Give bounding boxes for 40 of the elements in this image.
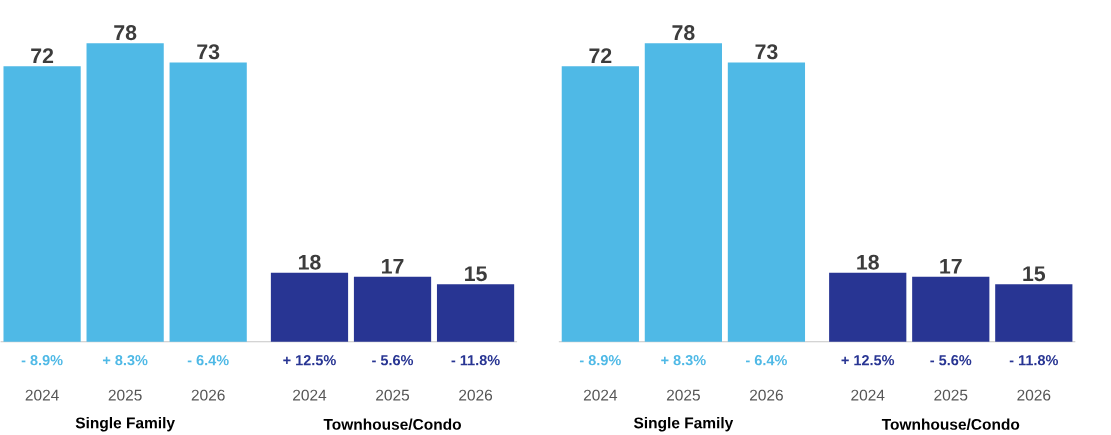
data-label: 17 <box>382 258 404 274</box>
text: + 12.5% <box>841 355 895 366</box>
text: - 11.8% <box>451 355 500 366</box>
text: - 6.4% <box>746 355 787 366</box>
text: - 5.6% <box>372 355 414 366</box>
text: - 5.6% <box>930 355 972 366</box>
x-tick-label: 2025 <box>666 389 700 401</box>
data-label: 72 <box>589 48 612 64</box>
data-label: 18 <box>857 254 879 270</box>
text: - 8.9% <box>21 355 63 366</box>
text: Single Family <box>75 417 175 432</box>
text: Single Family <box>633 417 734 432</box>
text: - 11.8% <box>1009 355 1059 366</box>
text: + 12.5% <box>283 355 336 366</box>
x-tick-label: 2025 <box>376 389 410 401</box>
x-tick-label: 2026 <box>749 389 783 401</box>
data-label: 15 <box>1023 266 1046 282</box>
data-label: 78 <box>114 25 137 41</box>
data-label: 78 <box>672 25 695 41</box>
x-tick-label: 2024 <box>583 389 618 401</box>
x-tick-label: 2025 <box>108 389 142 401</box>
x-tick-label: 2026 <box>1017 389 1051 401</box>
text: Townhouse/Condo <box>881 418 1020 431</box>
x-tick-label: 2024 <box>293 389 327 401</box>
x-tick-label: 2024 <box>25 389 59 401</box>
x-tick-label: 2024 <box>851 389 885 401</box>
data-label: 73 <box>755 44 778 60</box>
text: - 6.4% <box>187 355 229 366</box>
x-tick-label: 2026 <box>191 389 225 401</box>
data-label: 18 <box>298 254 321 270</box>
data-label: 72 <box>31 48 54 64</box>
text: Townhouse/Condo <box>323 418 461 431</box>
data-label: 73 <box>197 44 220 60</box>
x-tick-label: 2026 <box>459 389 493 401</box>
text: - 8.9% <box>579 355 621 366</box>
x-tick-label: 2025 <box>934 389 968 401</box>
text: + 8.3% <box>102 355 148 366</box>
data-label: 15 <box>465 266 487 282</box>
data-label: 17 <box>940 258 962 274</box>
text: + 8.3% <box>661 355 706 366</box>
